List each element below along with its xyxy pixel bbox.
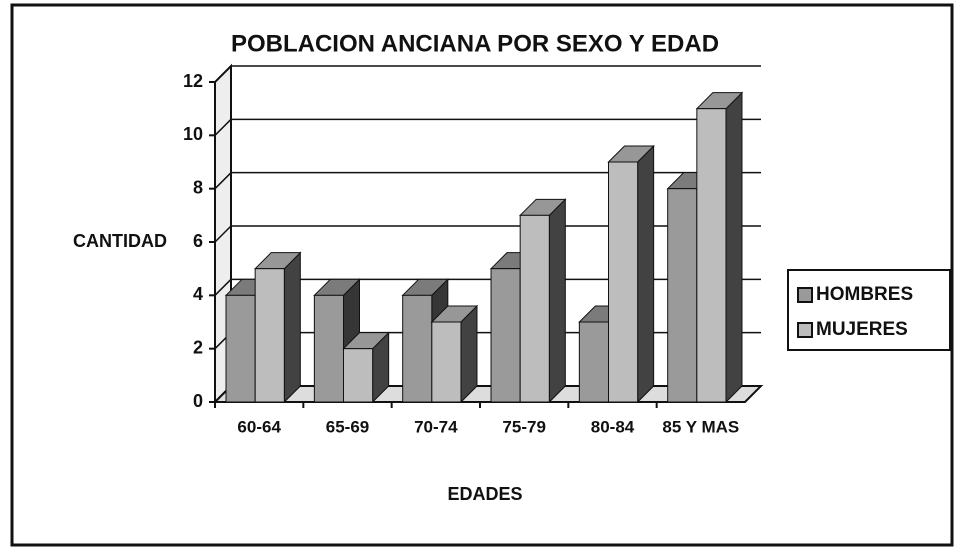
- legend: HOMBRES MUJERES: [787, 269, 951, 351]
- grid-line: [214, 172, 232, 190]
- legend-swatch: [797, 322, 813, 338]
- bar-side: [725, 91, 743, 404]
- x-tick-label: 60-64: [237, 417, 281, 436]
- grid-line: [214, 118, 232, 136]
- x-tick-label: 70-74: [414, 417, 458, 436]
- bar-side: [460, 304, 478, 404]
- bar: [431, 321, 462, 403]
- grid-line: [214, 65, 232, 83]
- y-tick-label: 0: [193, 391, 203, 411]
- bar: [343, 348, 374, 403]
- bar: [254, 268, 285, 403]
- y-tick-label: 2: [193, 337, 203, 357]
- bar-side: [283, 251, 301, 404]
- bar-side: [548, 198, 566, 404]
- y-tick-label: 12: [183, 71, 203, 91]
- bar: [313, 294, 345, 403]
- x-tick-label: 75-79: [502, 417, 545, 436]
- legend-box: [787, 269, 951, 351]
- bar: [608, 161, 639, 403]
- legend-label: MUJERES: [816, 319, 908, 340]
- y-tick-label: 4: [193, 284, 203, 304]
- bar: [490, 268, 521, 403]
- bar: [402, 294, 433, 403]
- y-tick-label: 10: [183, 124, 203, 144]
- x-tick-label: 65-69: [326, 417, 369, 436]
- chart-title: POBLACION ANCIANA POR SEXO Y EDAD: [231, 30, 719, 57]
- bar: [696, 108, 727, 403]
- bar-side: [637, 144, 655, 404]
- y-axis-label: CANTIDAD: [73, 231, 167, 251]
- y-tick-label: 8: [193, 177, 203, 197]
- bar: [578, 321, 609, 403]
- legend-swatch: [797, 287, 813, 303]
- grid-line: [214, 278, 232, 296]
- grid-line: [214, 225, 232, 243]
- x-axis-label: EDADES: [447, 484, 522, 504]
- legend-label: HOMBRES: [816, 284, 913, 305]
- bar: [667, 188, 698, 403]
- x-tick-label: 80-84: [591, 417, 635, 436]
- y-tick-label: 6: [193, 231, 203, 251]
- bar: [519, 214, 550, 403]
- bar: [225, 294, 256, 403]
- x-tick-label: 85 Y MAS: [662, 417, 739, 436]
